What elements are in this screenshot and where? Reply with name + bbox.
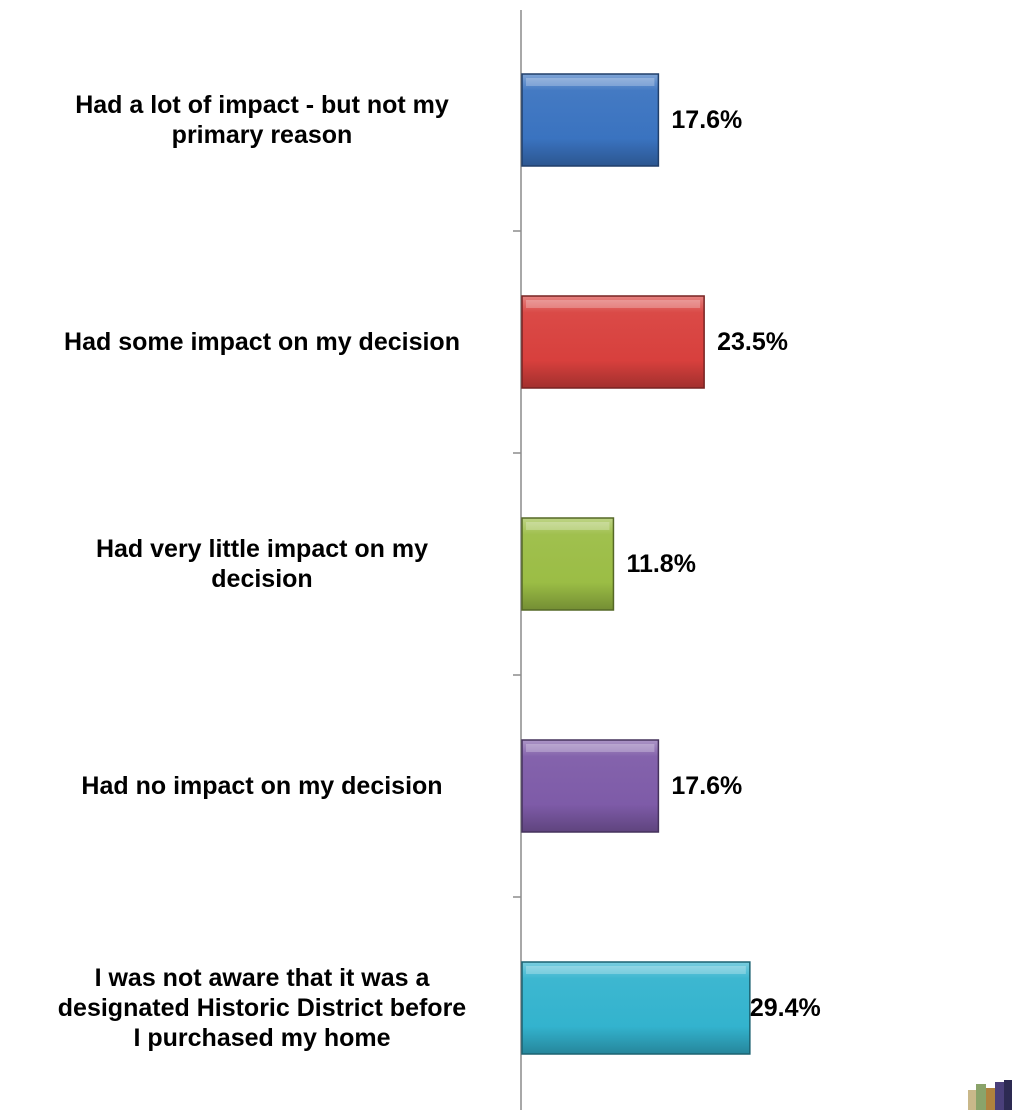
category-label: Had a lot of impact - but not my primary…: [75, 91, 449, 149]
bar-5: [521, 961, 751, 1055]
value-label: 29.4%: [749, 994, 821, 1022]
bar-rect: [521, 739, 660, 833]
bar-group: [521, 73, 751, 1055]
category-axis: [513, 10, 522, 1110]
bar-rect: [521, 961, 751, 1055]
category-label: Had very little impact on my decision: [95, 535, 429, 593]
category-label: Had some impact on my decision: [64, 328, 460, 356]
value-label: 11.8%: [626, 550, 696, 578]
bar-2: [521, 295, 705, 389]
logo-fragment: [968, 1080, 1012, 1110]
value-label: 23.5%: [717, 328, 789, 356]
bar-3: [521, 517, 615, 611]
bar-highlight: [526, 744, 655, 752]
bar-highlight: [526, 300, 701, 308]
value-label: 17.6%: [671, 772, 743, 800]
value-label: 17.6%: [671, 106, 743, 134]
bar-rect: [521, 295, 705, 389]
bar-rect: [521, 517, 615, 611]
bar-highlight: [526, 78, 655, 86]
bar-highlight: [526, 522, 610, 530]
bar-highlight: [526, 966, 746, 974]
category-label: Had no impact on my decision: [81, 772, 443, 800]
bar-1: [521, 73, 660, 167]
category-label: I was not aware that it was a designated…: [57, 964, 467, 1052]
bar-4: [521, 739, 660, 833]
bar-rect: [521, 73, 660, 167]
